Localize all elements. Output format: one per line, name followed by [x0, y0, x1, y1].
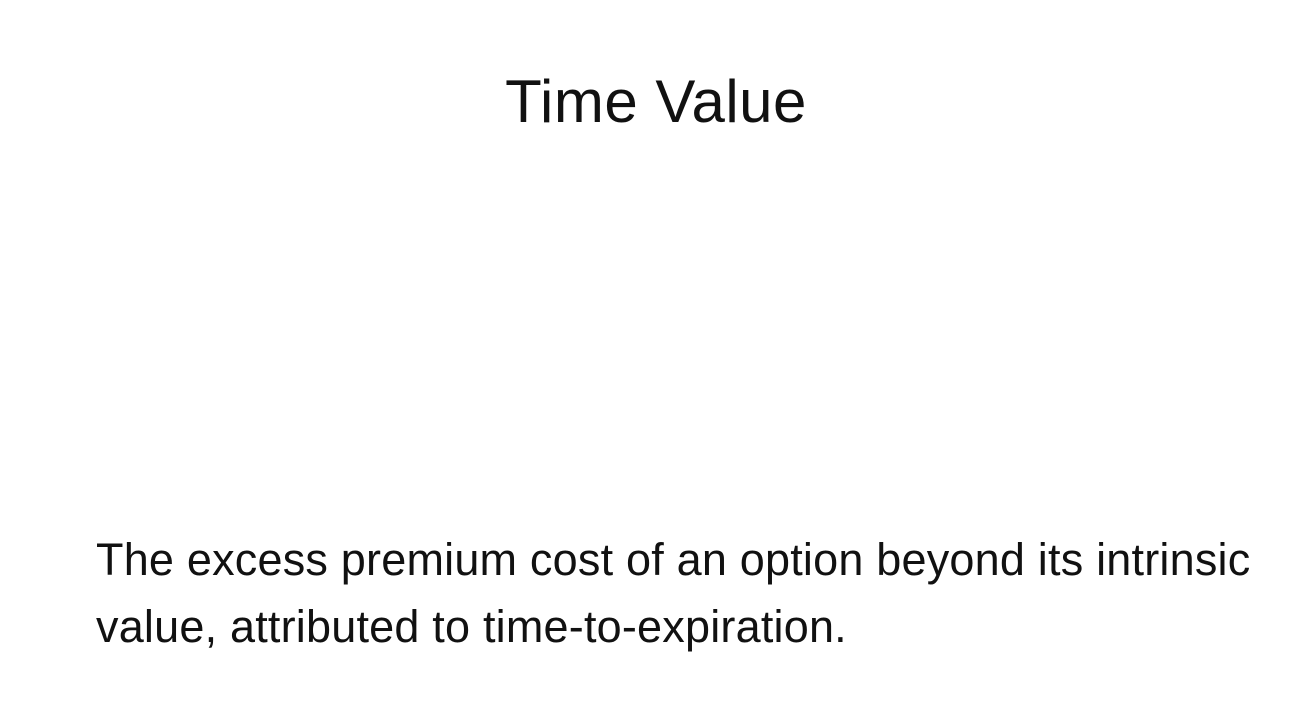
- slide-body-text: The excess premium cost of an option bey…: [96, 534, 1251, 652]
- slide-title: Time Value: [505, 68, 807, 135]
